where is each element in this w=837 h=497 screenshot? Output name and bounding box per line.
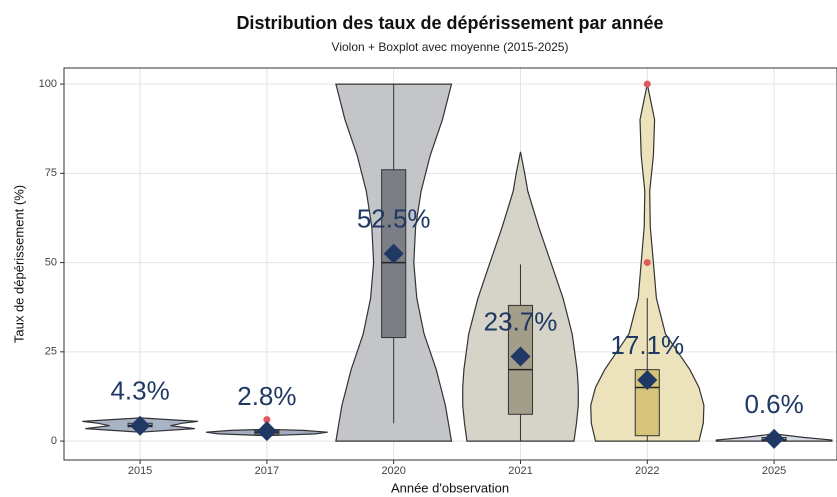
x-axis-label: Année d'observation [391, 480, 509, 495]
mean-label: 4.3% [110, 376, 169, 406]
panel-border [63, 67, 837, 461]
mean-label: 0.6% [744, 389, 803, 419]
x-tick-label: 2015 [128, 465, 152, 477]
mean-label: 23.7% [484, 306, 558, 336]
y-tick-label: 100 [39, 78, 57, 90]
outlier [643, 80, 651, 88]
mean-label: 17.1% [610, 330, 684, 360]
mean-marker [510, 346, 531, 367]
outlier [263, 416, 271, 424]
mean-marker [764, 428, 785, 449]
mean-marker [256, 421, 277, 442]
outlier [643, 259, 651, 267]
mean-label: 52.5% [357, 204, 431, 234]
y-tick-label: 75 [45, 167, 57, 179]
x-tick-label: 2017 [255, 465, 279, 477]
mean-marker [130, 415, 151, 436]
plot-area: 4.3% 2.8% 52.5% 23.7% 17.1% 0.6% [64, 68, 837, 460]
x-tick-label: 2025 [762, 465, 786, 477]
x-tick-label: 2021 [508, 465, 532, 477]
chart-subtitle: Violon + Boxplot avec moyenne (2015-2025… [332, 40, 569, 54]
y-tick-label: 25 [45, 346, 57, 358]
x-tick-label: 2022 [635, 465, 659, 477]
y-axis-label: Taux de dépérissement (%) [11, 185, 26, 343]
mean-label: 2.8% [237, 381, 296, 411]
y-tick-label: 0 [51, 435, 57, 447]
mean-marker [383, 243, 404, 264]
y-tick-label: 50 [45, 256, 57, 268]
chart-title: Distribution des taux de dépérissement p… [236, 13, 663, 33]
x-tick-label: 2020 [381, 465, 405, 477]
mean-marker [637, 370, 658, 391]
